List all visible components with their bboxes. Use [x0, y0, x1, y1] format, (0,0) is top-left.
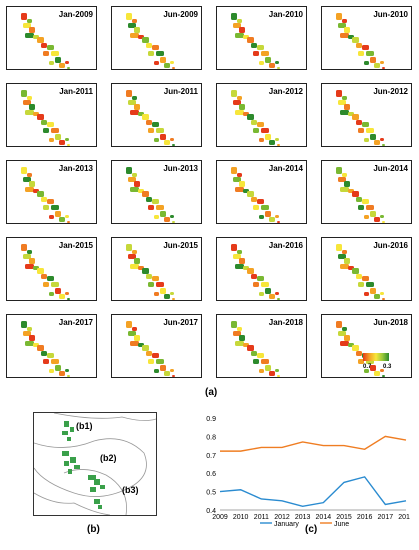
- map-panel: Jan-2010: [216, 6, 307, 70]
- x-tick-label: 2016: [357, 514, 373, 521]
- panel-date-label: Jan-2011: [59, 87, 93, 96]
- map-panel: Jun-2017: [111, 314, 202, 378]
- map-panel: Jan-2018: [216, 314, 307, 378]
- panel-date-label: Jan-2016: [268, 241, 303, 250]
- ndvi-line-chart: 0.4 0.5 0.6 0.7 0.8 0.9 2009 2010 2011 2012 2013 20…: [198, 412, 414, 530]
- ndvi-map: [231, 90, 280, 146]
- map-panel: Jan-2014: [216, 160, 307, 224]
- series-line-january: [219, 476, 407, 508]
- ndvi-map: [336, 167, 385, 223]
- panel-date-label: Jun-2016: [373, 241, 408, 250]
- y-tick-label: 0.7: [206, 453, 216, 460]
- panel-date-label: Jan-2015: [58, 241, 93, 250]
- study-area-map: (b1) (b2) (b3): [33, 412, 157, 516]
- x-tick-label: 2017: [378, 514, 394, 521]
- y-tick-label: 0.4: [206, 508, 216, 515]
- color-legend: 0.7 0.3: [363, 353, 403, 370]
- panel-date-label: Jun-2014: [373, 164, 408, 173]
- y-tick-label: 0.9: [206, 416, 216, 423]
- map-panel: Jun-2009: [111, 6, 202, 70]
- panel-date-label: Jan-2009: [58, 10, 93, 19]
- ndvi-map: [21, 13, 70, 69]
- ndvi-map: [21, 167, 70, 223]
- map-panel: Jun-2013: [111, 160, 202, 224]
- series-line-june: [220, 435, 407, 452]
- region-b2-label: (b2): [100, 453, 117, 463]
- panel-date-label: Jun-2013: [163, 164, 198, 173]
- panel-date-label: Jun-2011: [163, 87, 198, 96]
- x-tick-label: 2018: [398, 514, 410, 521]
- ndvi-map: [336, 244, 385, 300]
- ndvi-map: [336, 13, 385, 69]
- map-panel: Jan-2009: [6, 6, 97, 70]
- map-panel: Jun-2016: [321, 237, 412, 301]
- ndvi-map: [231, 244, 280, 300]
- map-panel: Jan-2015: [6, 237, 97, 301]
- y-tick-label: 0.5: [206, 490, 216, 497]
- ndvi-map: [21, 321, 70, 377]
- ndvi-map: [126, 167, 175, 223]
- y-tick-label: 0.6: [206, 471, 216, 478]
- x-tick-label: 2009: [212, 514, 228, 521]
- ndvi-map: [231, 321, 280, 377]
- x-tick-label: 2013: [295, 514, 311, 521]
- ndvi-map: [231, 13, 280, 69]
- panel-date-label: Jun-2015: [163, 241, 198, 250]
- map-panel: Jun-2011: [111, 83, 202, 147]
- ndvi-map: [336, 90, 385, 146]
- ndvi-map: [21, 244, 70, 300]
- panel-date-label: Jun-2018: [373, 318, 408, 327]
- x-tick-label: 2014: [316, 514, 332, 521]
- map-panel: Jun-2015: [111, 237, 202, 301]
- x-tick-label: 2010: [233, 514, 249, 521]
- study-area-boundaries: [33, 412, 157, 516]
- map-panel: Jan-2017: [6, 314, 97, 378]
- panel-date-label: Jan-2018: [268, 318, 303, 327]
- legend-low-label: 0.7: [363, 364, 372, 370]
- caption-b: (b): [87, 524, 100, 535]
- panel-date-label: Jan-2017: [58, 318, 93, 327]
- ndvi-map: [126, 13, 175, 69]
- legend-high-label: 0.3: [383, 364, 392, 370]
- legend-label: January: [274, 521, 299, 528]
- ndvi-map: [231, 167, 280, 223]
- map-panel: Jan-2012: [216, 83, 307, 147]
- ndvi-map: [126, 244, 175, 300]
- panel-date-label: Jun-2010: [373, 10, 408, 19]
- panel-date-label: Jan-2012: [268, 87, 303, 96]
- panel-date-label: Jan-2014: [268, 164, 303, 173]
- ndvi-map: [21, 90, 70, 146]
- panel-date-label: Jan-2013: [58, 164, 93, 173]
- map-panel: Jan-2011: [6, 83, 97, 147]
- color-ramp: [363, 353, 389, 361]
- legend-label: June: [334, 521, 349, 528]
- region-b3-label: (b3): [122, 485, 139, 495]
- map-panel: Jan-2013: [6, 160, 97, 224]
- panel-date-label: Jun-2017: [163, 318, 198, 327]
- x-tick-label: 2011: [254, 514, 269, 521]
- map-panel: Jun-2012: [321, 83, 412, 147]
- ndvi-map: [126, 90, 175, 146]
- panel-date-label: Jun-2012: [373, 87, 408, 96]
- map-panel: Jun-2018 0.7 0.3: [321, 314, 412, 378]
- map-panel: Jun-2014: [321, 160, 412, 224]
- panel-date-label: Jan-2010: [268, 10, 303, 19]
- x-tick-label: 2012: [274, 514, 290, 521]
- y-tick-label: 0.8: [206, 434, 216, 441]
- region-b1-label: (b1): [76, 421, 93, 431]
- panel-date-label: Jun-2009: [163, 10, 198, 19]
- map-panel: Jun-2010: [321, 6, 412, 70]
- x-tick-label: 2015: [336, 514, 352, 521]
- ndvi-map: [126, 321, 175, 377]
- caption-a: (a): [205, 387, 218, 398]
- map-panel: Jan-2016: [216, 237, 307, 301]
- caption-c: (c): [305, 524, 318, 535]
